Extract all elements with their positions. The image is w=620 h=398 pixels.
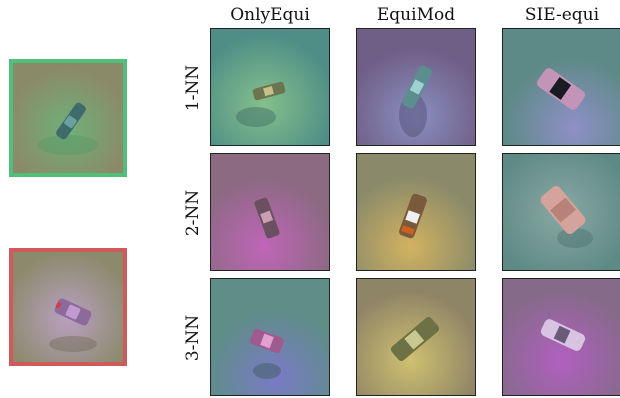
neighbor-image-1nn-equimod [356,28,476,146]
neighbor-image-3nn-equimod [356,278,476,396]
query-image-bottom-render [13,252,123,362]
query-image-top-render [13,63,123,173]
row-label-1nn: 1-NN [183,64,203,112]
column-header-sie-equi: SIE-equi [524,5,600,25]
neighbor-image-2nn-equimod [356,153,476,271]
column-header-onlyequi: OnlyEqui [230,5,310,25]
neighbor-image-2nn-onlyequi [210,153,330,271]
neighbor-image-3nn-sie-equi [502,278,620,396]
neighbor-image-2nn-sie-equi [502,153,620,271]
row-label-2nn: 2-NN [183,189,203,237]
row-label-3nn: 3-NN [183,314,203,362]
neighbor-image-1nn-sie-equi [502,28,620,146]
neighbor-image-3nn-onlyequi [210,278,330,396]
column-header-equimod: EquiMod [376,5,456,25]
query-image-bottom [9,248,127,366]
query-image-top [9,59,127,177]
neighbor-image-1nn-onlyequi [210,28,330,146]
